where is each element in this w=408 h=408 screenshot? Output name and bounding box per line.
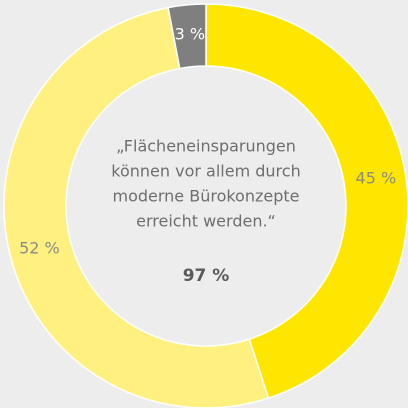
donut-segment xyxy=(167,3,207,70)
center-value: 97 % xyxy=(183,266,230,286)
data-label: 52 % xyxy=(19,238,60,257)
center-text: können vor allem durch xyxy=(111,162,300,181)
donut-segment xyxy=(205,3,408,400)
data-label: 45 % xyxy=(356,169,397,188)
center-text: moderne Bürokonzepte xyxy=(112,187,299,206)
center-text: erreicht werden.“ xyxy=(136,212,276,231)
data-label: 3 % xyxy=(175,24,205,43)
center-text: „Flächeneinsparungen xyxy=(116,137,296,156)
donut-segment xyxy=(3,6,270,408)
